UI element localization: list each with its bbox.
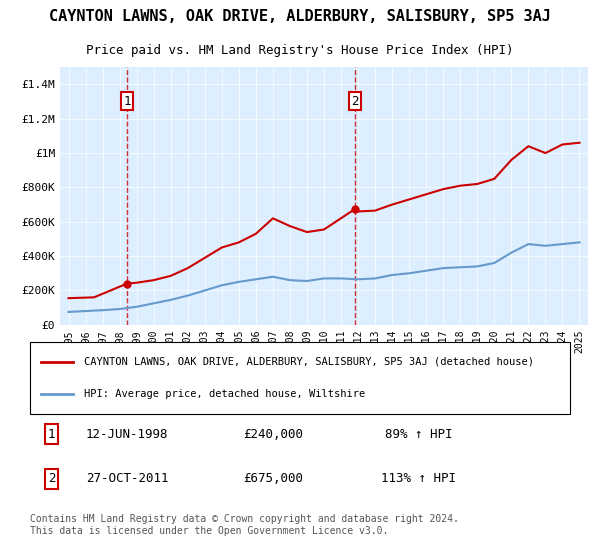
- Text: Contains HM Land Registry data © Crown copyright and database right 2024.
This d: Contains HM Land Registry data © Crown c…: [30, 514, 459, 536]
- Text: Price paid vs. HM Land Registry's House Price Index (HPI): Price paid vs. HM Land Registry's House …: [86, 44, 514, 57]
- Text: 113% ↑ HPI: 113% ↑ HPI: [382, 473, 457, 486]
- Text: CAYNTON LAWNS, OAK DRIVE, ALDERBURY, SALISBURY, SP5 3AJ: CAYNTON LAWNS, OAK DRIVE, ALDERBURY, SAL…: [49, 10, 551, 24]
- Text: 2: 2: [352, 95, 359, 108]
- Text: £240,000: £240,000: [243, 428, 303, 441]
- Text: 2: 2: [48, 473, 55, 486]
- Text: 12-JUN-1998: 12-JUN-1998: [86, 428, 169, 441]
- Text: 89% ↑ HPI: 89% ↑ HPI: [385, 428, 452, 441]
- Text: 1: 1: [48, 428, 55, 441]
- FancyBboxPatch shape: [30, 342, 570, 414]
- Text: £675,000: £675,000: [243, 473, 303, 486]
- Text: CAYNTON LAWNS, OAK DRIVE, ALDERBURY, SALISBURY, SP5 3AJ (detached house): CAYNTON LAWNS, OAK DRIVE, ALDERBURY, SAL…: [84, 357, 534, 367]
- Text: 27-OCT-2011: 27-OCT-2011: [86, 473, 169, 486]
- Text: HPI: Average price, detached house, Wiltshire: HPI: Average price, detached house, Wilt…: [84, 389, 365, 399]
- Text: 1: 1: [124, 95, 131, 108]
